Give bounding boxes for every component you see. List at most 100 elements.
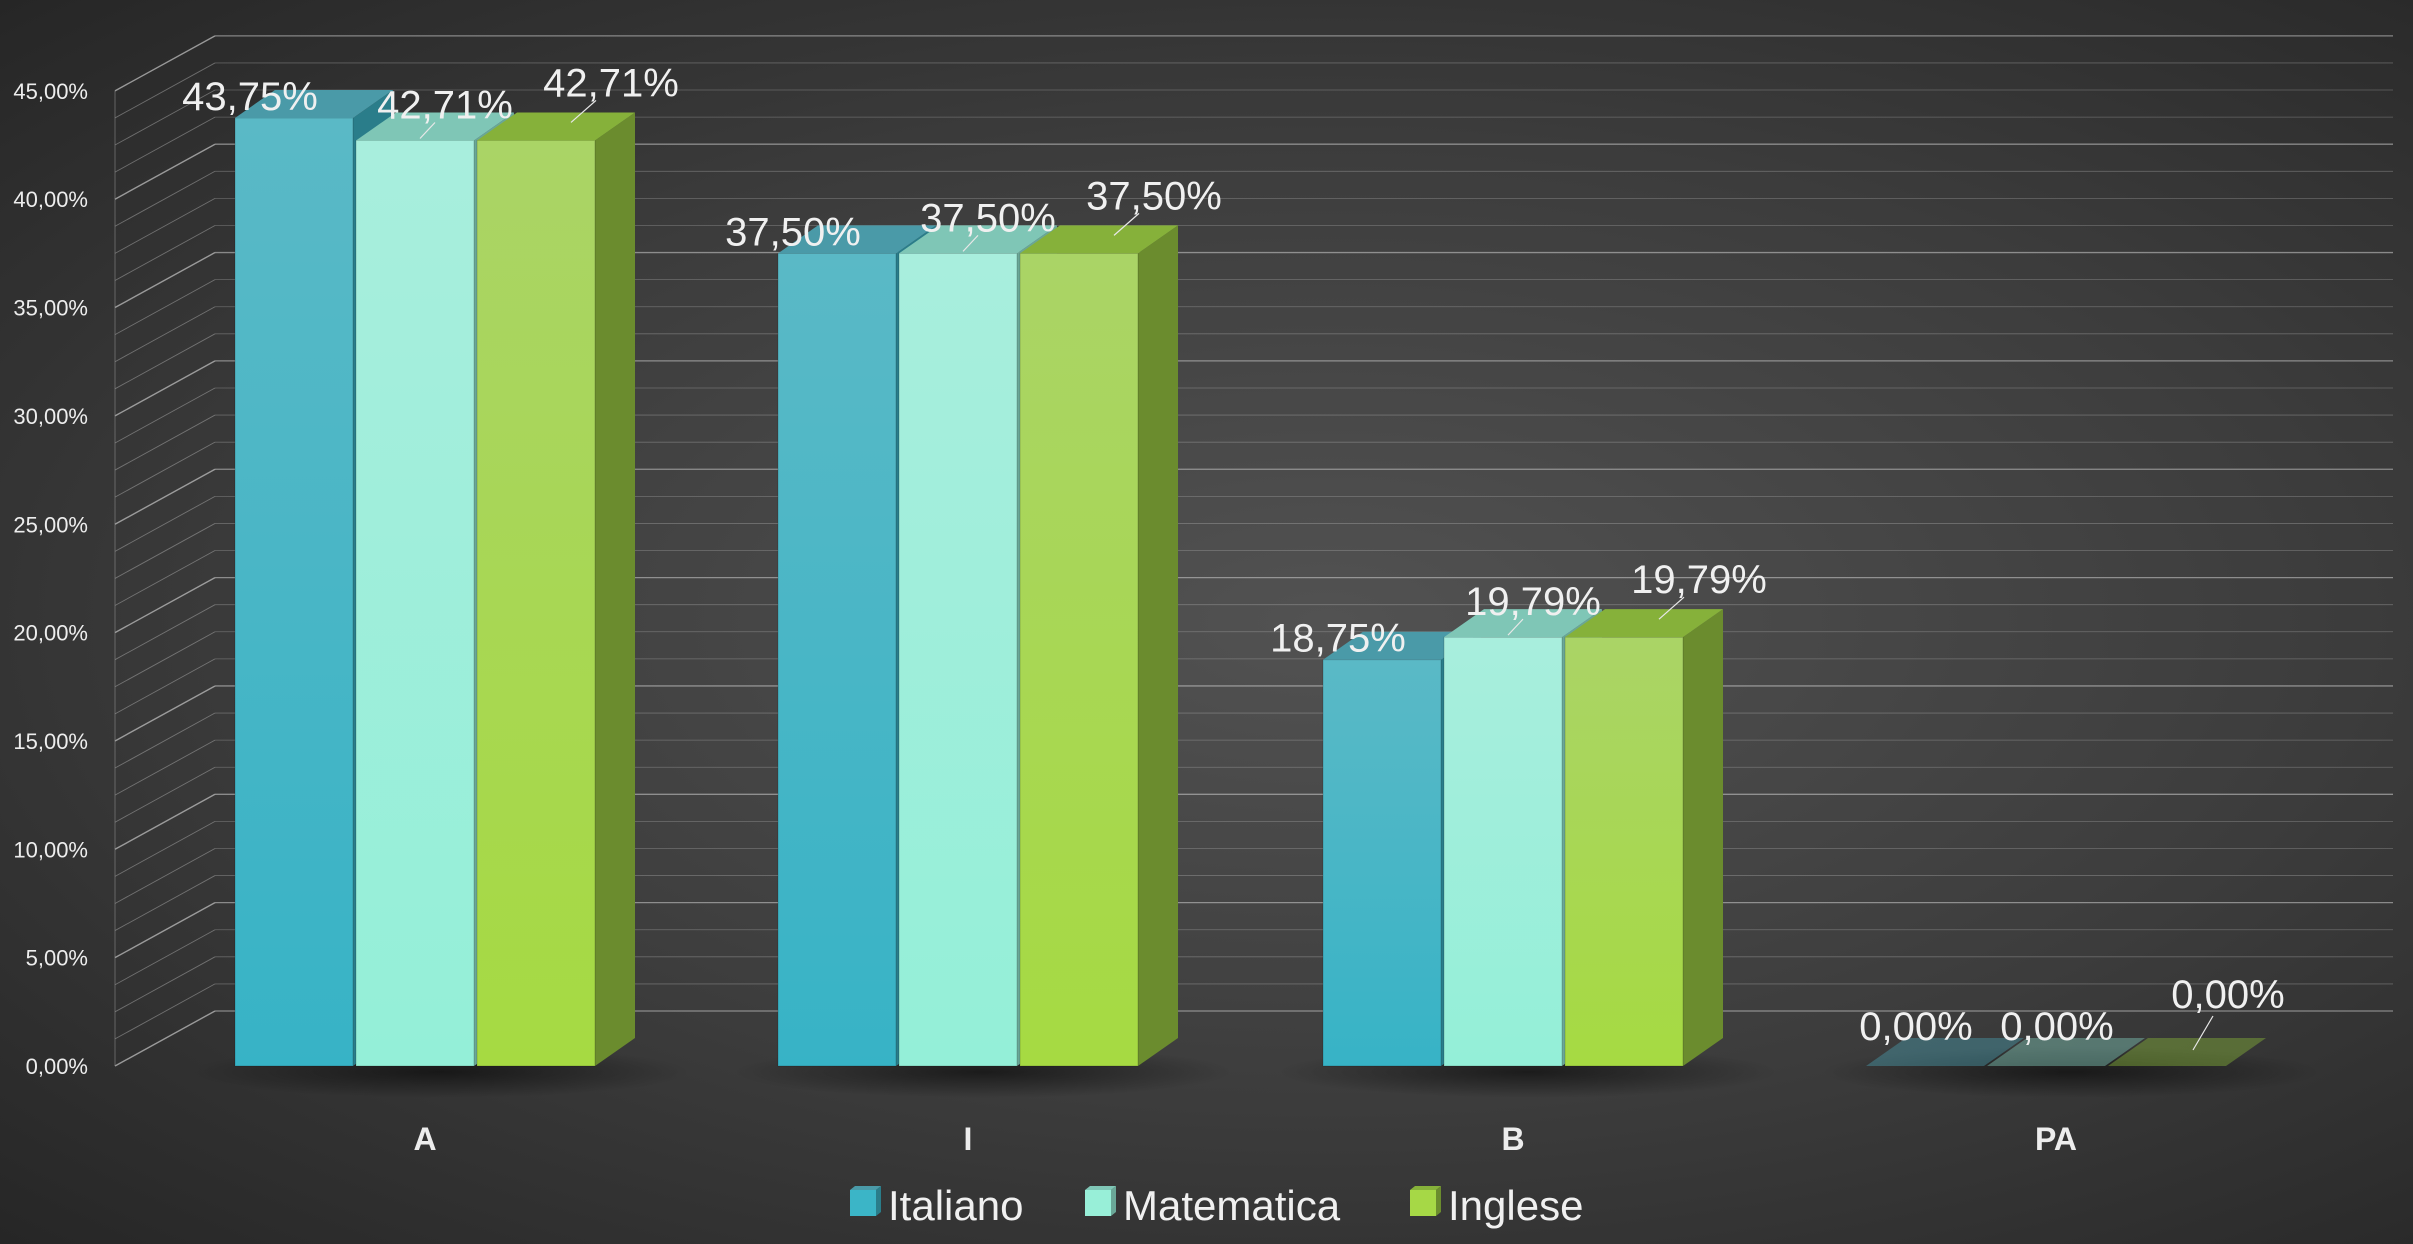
bar-side — [595, 112, 635, 1066]
y-tick-label: 40,00% — [13, 187, 88, 212]
grid-depth-line — [114, 333, 216, 390]
bar-front — [898, 252, 1018, 1067]
bar-shadow — [1821, 1046, 2321, 1098]
y-tick-label: 15,00% — [13, 729, 88, 754]
bar-side — [1683, 609, 1723, 1066]
bar-top — [477, 112, 635, 141]
data-label: 0,00% — [2000, 1005, 2113, 1049]
x-axis: A I B PA — [413, 1121, 2077, 1157]
legend-swatch-top — [1410, 1186, 1441, 1190]
legend-swatch-top — [1085, 1186, 1116, 1190]
data-label: 42,71% — [543, 61, 679, 105]
bar-front — [355, 139, 475, 1067]
bar-inglese-b — [1564, 609, 1723, 1067]
bar-inglese-i — [1019, 225, 1178, 1067]
bar-top — [1565, 609, 1723, 638]
data-label: 37,50% — [1086, 174, 1222, 218]
legend-swatch-front — [850, 1190, 876, 1216]
grid-depth-line — [114, 62, 216, 119]
bar-top — [778, 225, 936, 254]
bar-side — [1138, 225, 1178, 1066]
grid-depth-line — [114, 631, 216, 688]
grid-depth-line — [114, 685, 216, 742]
grid-depth-line — [114, 793, 216, 850]
legend-swatch-side — [1111, 1186, 1116, 1216]
grid-depth-line — [114, 35, 216, 92]
bar-matematica-b — [1443, 609, 1602, 1067]
bar-top — [356, 112, 514, 141]
y-tick-label: 5,00% — [26, 946, 88, 971]
x-tick-label: PA — [2035, 1121, 2077, 1157]
bar-front — [476, 139, 596, 1067]
y-tick-label: 30,00% — [13, 404, 88, 429]
grid-depth-line — [114, 929, 216, 986]
grid-depth-line — [114, 360, 216, 417]
data-label-leader — [1658, 596, 1685, 620]
y-tick-label: 25,00% — [13, 512, 88, 537]
legend-swatch-front — [1410, 1190, 1436, 1216]
grid-depth-line — [114, 414, 216, 471]
legend-swatch-side — [876, 1186, 881, 1216]
grid-depth-line — [114, 468, 216, 525]
grid-depth-line — [114, 848, 216, 904]
x-tick-label: I — [964, 1121, 973, 1157]
bar-front — [1019, 252, 1139, 1067]
legend-swatch — [1410, 1186, 1441, 1216]
y-axis: 0,00% 5,00% 10,00% 15,00% 20,00% 25,00% 30,00%… — [13, 79, 116, 1079]
bar-top — [899, 225, 1057, 254]
legend-swatch-top — [850, 1186, 881, 1190]
grid-depth-line — [114, 875, 216, 931]
y-tick-label: 0,00% — [26, 1054, 88, 1079]
legend-swatch — [850, 1186, 881, 1216]
bar-inglese-a — [476, 112, 635, 1067]
legend-item-label: Italiano — [888, 1182, 1023, 1229]
data-label: 19,79% — [1465, 580, 1601, 624]
bar-top — [1323, 631, 1481, 660]
legend-swatch — [1085, 1186, 1116, 1216]
grid-depth-line — [114, 197, 216, 254]
y-tick-label: 10,00% — [13, 837, 88, 862]
bar-front — [1443, 636, 1563, 1067]
grid-depth-line — [114, 1010, 216, 1067]
grid-depth-line — [114, 306, 216, 363]
legend-swatch-side — [1436, 1186, 1441, 1216]
grid-depth-line — [114, 495, 216, 552]
grid-depth-line — [114, 712, 216, 769]
bar-front — [777, 252, 897, 1067]
y-tick-label: 35,00% — [13, 296, 88, 321]
bar-top — [1444, 609, 1602, 638]
data-label-leader — [1507, 618, 1524, 636]
bar-front — [234, 117, 354, 1067]
legend-item-label: Inglese — [1448, 1182, 1583, 1229]
data-label: 19,79% — [1631, 558, 1767, 602]
data-label-leader — [570, 100, 597, 123]
data-label-leader — [419, 122, 436, 139]
bar-matematica-pa — [1987, 1038, 2145, 1066]
data-label-leader — [962, 234, 979, 252]
grid-depth-line — [114, 902, 216, 959]
legend-item-label: Matematica — [1123, 1182, 1341, 1229]
grid-depth-line — [114, 604, 216, 661]
data-label: 37,50% — [920, 196, 1056, 240]
grid-depth-line — [114, 279, 216, 336]
grid-depth-line — [114, 143, 216, 200]
bar-top — [235, 89, 393, 118]
bar-inglese-pa — [2108, 1038, 2266, 1066]
grid-depth-line — [114, 658, 216, 715]
bars — [234, 89, 2266, 1067]
data-label-leader — [2192, 1015, 2214, 1051]
bar-top — [1987, 1038, 2145, 1066]
grid-depth-line — [114, 576, 216, 634]
grid-depth-line — [114, 251, 216, 309]
grid-depth-line — [114, 116, 216, 173]
data-labels: 43,75% 42,71% 42,71% 37,50% 37,50% 37,50% 18,7… — [182, 61, 2285, 1051]
bar-top — [1020, 225, 1178, 254]
grid-depth-line — [114, 820, 216, 877]
legend: Italiano Matematica Inglese — [850, 1182, 1583, 1229]
bar-front — [1564, 636, 1684, 1067]
bar-front — [1322, 659, 1442, 1067]
data-label: 0,00% — [1859, 1005, 1972, 1049]
data-label: 37,50% — [725, 210, 861, 254]
